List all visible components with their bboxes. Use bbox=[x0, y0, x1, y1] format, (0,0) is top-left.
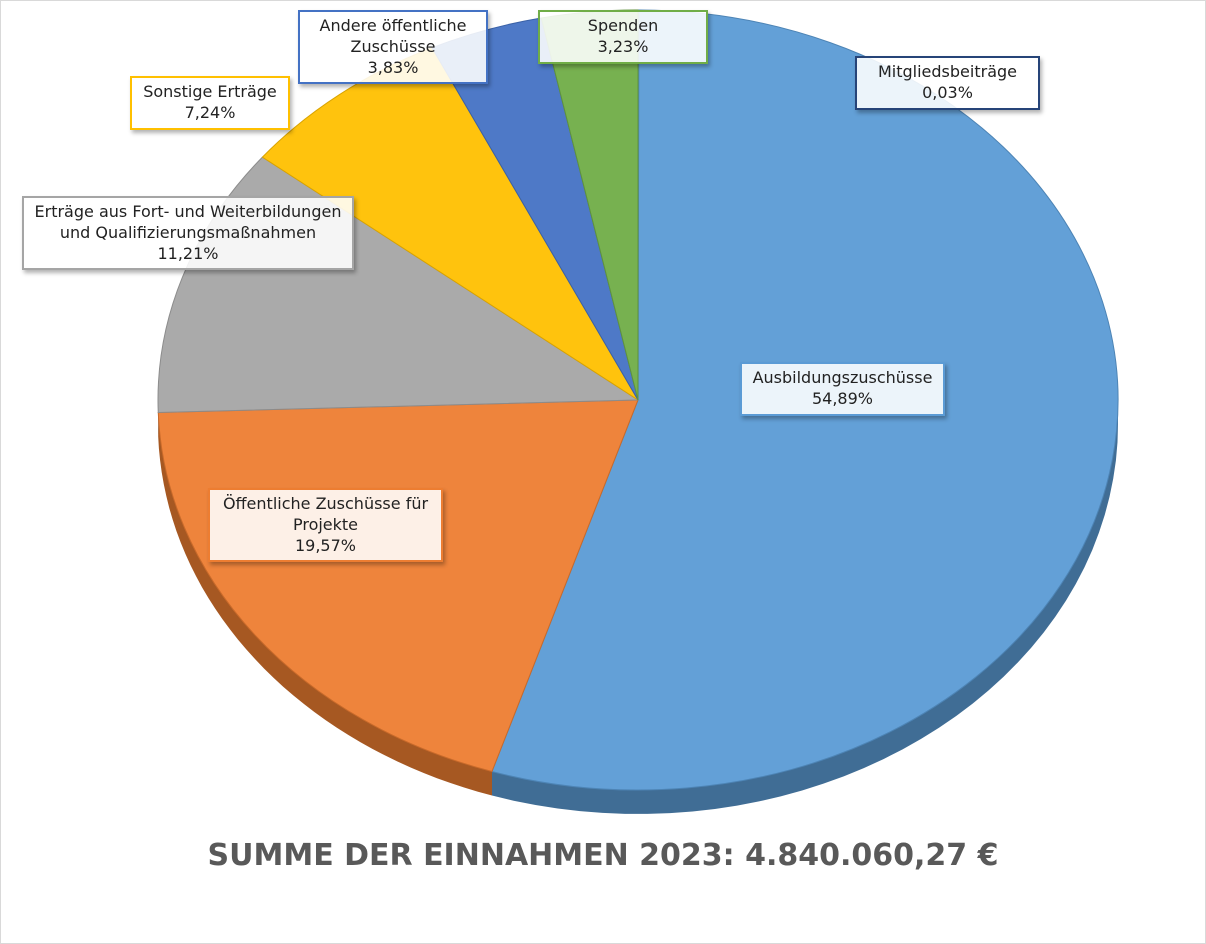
label-value: 19,57% bbox=[294, 535, 356, 555]
data-label: Andere öffentliche Zuschüsse 3,83% bbox=[298, 10, 488, 85]
label-value: 54,89% bbox=[811, 388, 873, 408]
data-label: Spenden 3,23% bbox=[538, 10, 708, 64]
data-label: Erträge aus Fort- und Weiterbildungen un… bbox=[22, 196, 354, 271]
label-value: 11,21% bbox=[157, 243, 219, 263]
chart-title: SUMME DER EINNAHMEN 2023: 4.840.060,27 € bbox=[207, 838, 999, 873]
label-value: 3,83% bbox=[367, 57, 419, 77]
data-label: Mitgliedsbeiträge 0,03% bbox=[855, 56, 1040, 110]
label-name: Mitgliedsbeiträge bbox=[877, 62, 1017, 81]
label-name: Erträge aus Fort- und Weiterbildungen un… bbox=[34, 202, 342, 242]
label-name: Ausbildungszuschüsse bbox=[752, 368, 933, 387]
data-label: Ausbildungszuschüsse 54,89% bbox=[740, 362, 945, 416]
label-value: 7,24% bbox=[184, 102, 236, 122]
label-name: Andere öffentliche Zuschüsse bbox=[319, 16, 467, 56]
label-name: Spenden bbox=[587, 16, 659, 35]
data-label: Öffentliche Zuschüsse für Projekte 19,57% bbox=[208, 488, 443, 563]
slice-side bbox=[158, 412, 492, 796]
label-value: 3,23% bbox=[597, 36, 649, 56]
label-name: Öffentliche Zuschüsse für Projekte bbox=[222, 494, 429, 534]
label-value: 0,03% bbox=[922, 82, 973, 102]
data-label: Sonstige Erträge 7,24% bbox=[130, 76, 290, 130]
slice-side bbox=[492, 400, 1118, 814]
label-name: Sonstige Erträge bbox=[143, 82, 277, 101]
